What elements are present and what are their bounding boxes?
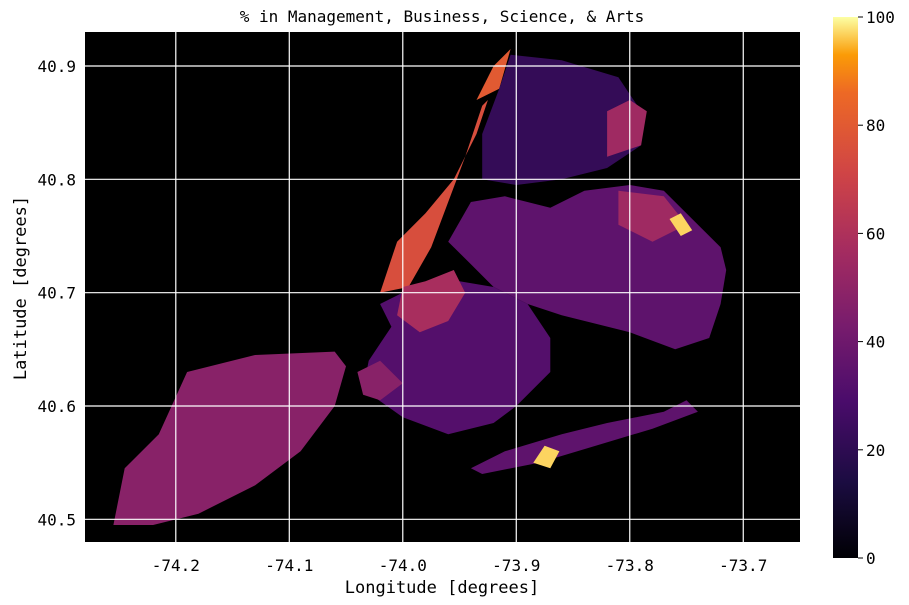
x-tick-label: -73.9 [492,556,540,575]
x-ticks: -74.2 -74.1 -74.0 -73.9 -73.8 -73.7 [152,556,768,575]
x-tick-label: -74.0 [379,556,427,575]
colorbar [833,17,858,558]
x-tick-label: -74.2 [152,556,200,575]
region-10 [533,445,560,469]
region-1 [380,100,488,293]
region-6 [618,190,687,242]
x-tick-label: -73.7 [719,556,767,575]
region-12 [669,213,693,236]
x-tick-label: -74.1 [265,556,313,575]
grid-lines [85,32,800,542]
x-axis-label: Longitude [degrees] [345,578,539,598]
x-tick-label: -73.8 [606,556,654,575]
region-8 [397,270,466,333]
colorbar-tick-label: 0 [866,549,876,568]
colorbar-tick-label: 40 [866,333,885,352]
region-9 [470,400,698,474]
colorbar-ticks: 0 20 40 60 80 100 [858,8,895,568]
colorbar-tick-label: 60 [866,224,885,243]
chart-title: % in Management, Business, Science, & Ar… [240,7,645,26]
y-tick-label: 40.6 [37,397,76,416]
y-tick-label: 40.5 [37,510,76,529]
region-11 [357,360,403,401]
region-3 [482,54,642,186]
colorbar-tick-label: 100 [866,8,895,27]
colorbar-tick-label: 20 [866,441,885,460]
y-ticks: 40.5 40.6 40.7 40.8 40.9 [37,57,76,529]
y-tick-label: 40.8 [37,170,76,189]
region-0 [113,351,347,525]
data-regions [113,49,727,525]
region-2 [476,49,511,100]
y-axis-label: Latitude [degrees] [11,196,31,380]
region-4 [607,100,647,157]
y-tick-label: 40.9 [37,57,76,76]
colorbar-tick-label: 80 [866,116,885,135]
y-tick-label: 40.7 [37,284,76,303]
